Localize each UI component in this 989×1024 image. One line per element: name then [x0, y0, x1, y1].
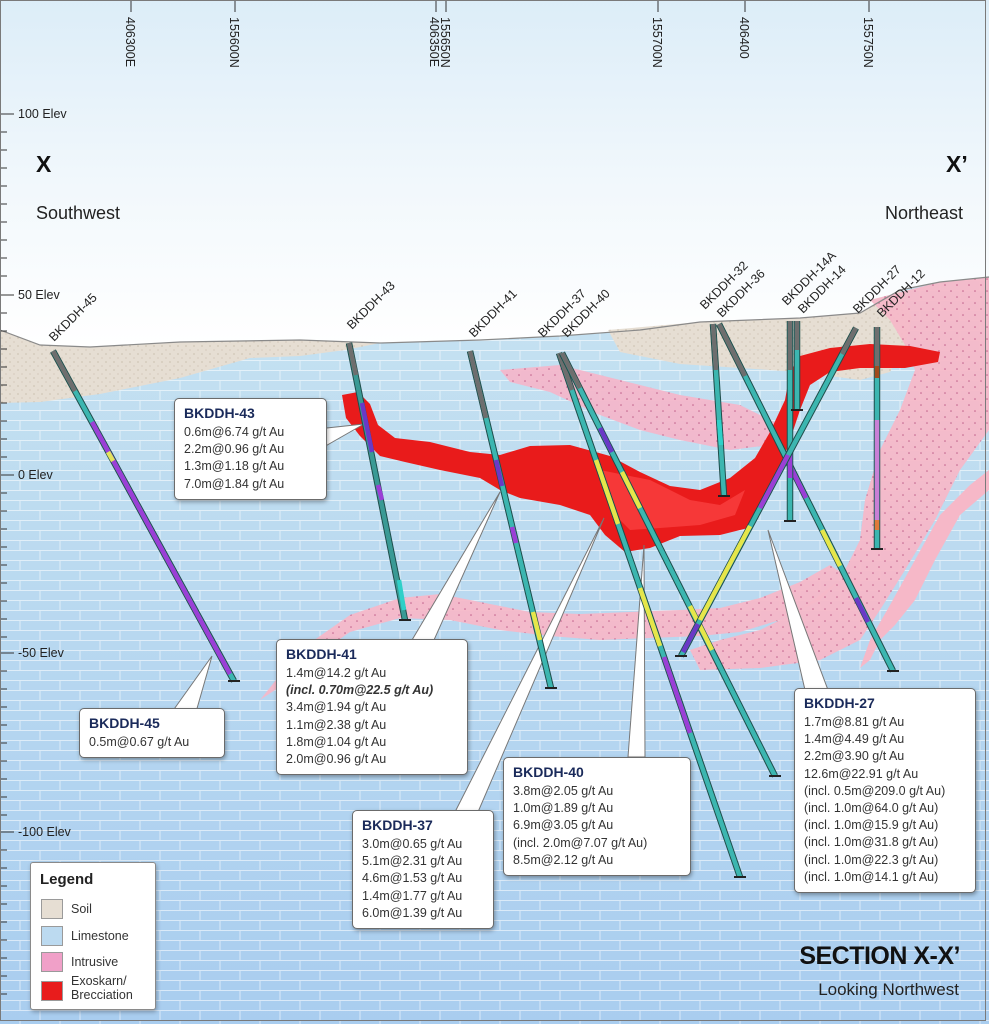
elevation-ruler	[0, 113, 14, 995]
assay-line: 1.4m@4.49 g/t Au	[804, 732, 905, 747]
elevation-label-50: 50 Elev	[18, 288, 60, 302]
legend-label: Intrusive	[71, 955, 119, 969]
drill-hole-bkddh-36	[716, 322, 899, 673]
legend-item-intrusive: Intrusive	[41, 952, 153, 974]
assay-line: 1.0m@1.89 g/t Au	[513, 801, 614, 816]
drill-hole-bkddh-32	[709, 323, 730, 497]
callout-bkddh-43: BKDDH-43 0.6m@6.74 g/t Au 2.2m@0.96 g/t …	[174, 398, 327, 500]
legend-item-soil: Soil	[41, 899, 153, 921]
assay-line: 12.6m@22.91 g/t Au	[804, 766, 919, 781]
exoskarn-highlight	[600, 470, 745, 530]
assay-line: 7.0m@1.84 g/t Au	[184, 476, 285, 491]
drill-hole-bkddh-45	[50, 349, 240, 683]
grid-label-155750n: 155750N	[861, 17, 875, 68]
callout-title: BKDDH-40	[513, 764, 584, 780]
drill-hole-bkddh-12	[871, 327, 883, 550]
grid-label-155700n: 155700N	[650, 17, 664, 68]
assay-line: (incl. 1.0m@22.3 g/t Au)	[804, 852, 939, 867]
legend-title: Legend	[40, 871, 94, 888]
grid-label-406350e: 406350E	[427, 17, 441, 67]
assay-line: 1.4m@1.77 g/t Au	[362, 888, 463, 903]
southwest-label: Southwest	[36, 203, 120, 223]
callout-bkddh-27: BKDDH-27 1.7m@8.81 g/t Au 1.4m@4.49 g/t …	[794, 688, 976, 894]
assay-line: 1.8m@1.04 g/t Au	[286, 734, 387, 749]
assay-line: 1.7m@8.81 g/t Au	[804, 715, 905, 729]
assay-line: 0.5m@0.67 g/t Au	[89, 735, 190, 749]
soil-texture	[0, 330, 380, 403]
grid-ticks	[130, 0, 870, 12]
drill-hole-bkddh-37	[555, 351, 746, 879]
callout-bkddh-40: BKDDH-40 3.8m@2.05 g/t Au 1.0m@1.89 g/t …	[503, 757, 691, 877]
callout-bkddh-37: BKDDH-37 3.0m@0.65 g/t Au 5.1m@2.31 g/t …	[352, 810, 494, 930]
grid-label-155600n: 155600N	[227, 17, 241, 68]
grid-label-406300e: 406300E	[123, 17, 137, 67]
assay-line: (incl. 2.0m@7.07 g/t Au)	[513, 835, 648, 850]
callout-title: BKDDH-41	[286, 646, 357, 662]
assay-line: (incl. 1.0m@14.1 g/t Au)	[804, 869, 939, 884]
drill-hole-bkddh-14	[791, 321, 803, 411]
assay-line: 6.9m@3.05 g/t Au	[513, 818, 614, 833]
exoskarn-swatch	[41, 981, 63, 1001]
assay-line: (incl. 0.5m@209.0 g/t Au)	[804, 783, 946, 798]
legend: Legend Soil Limestone Intrusive Exoskarn…	[30, 862, 156, 1010]
legend-item-limestone: Limestone	[41, 926, 153, 948]
elevation-label-minus-50: -50 Elev	[18, 646, 65, 660]
assay-line: 8.5m@2.12 g/t Au	[513, 852, 614, 867]
legend-label: Exoskarn/ Brecciation	[71, 974, 133, 1002]
limestone-swatch	[41, 926, 63, 946]
assay-line: 2.2m@3.90 g/t Au	[804, 749, 905, 764]
assay-line: (incl. 1.0m@15.9 g/t Au)	[804, 818, 939, 833]
soil-swatch	[41, 899, 63, 919]
elevation-labels: 100 Elev 50 Elev 0 Elev -50 Elev -100 El…	[18, 107, 72, 839]
grid-labels: 406300E 155600N 406350E 155650N 155700N …	[123, 17, 875, 68]
sky	[0, 0, 989, 345]
assay-line: 1.4m@14.2 g/t Au	[286, 666, 387, 680]
callout-bkddh-41: BKDDH-41 1.4m@14.2 g/t Au (incl. 0.70m@2…	[276, 639, 468, 776]
assay-line: 2.2m@0.96 g/t Au	[184, 442, 285, 457]
drill-hole-bkddh-43	[345, 342, 411, 621]
assay-line-highlight: (incl. 0.70m@22.5 g/t Au)	[286, 683, 434, 698]
callout-title: BKDDH-43	[184, 405, 255, 421]
assay-line: 3.4m@1.94 g/t Au	[286, 700, 387, 715]
elevation-label-100: 100 Elev	[18, 107, 67, 121]
intrusive-swatch	[41, 952, 63, 972]
callout-title: BKDDH-27	[804, 695, 875, 711]
assay-line: 1.3m@1.18 g/t Au	[184, 459, 285, 474]
assay-line: 6.0m@1.39 g/t Au	[362, 905, 463, 920]
assay-line: (incl. 1.0m@64.0 g/t Au)	[804, 801, 939, 816]
drill-hole-bkddh-40	[559, 351, 781, 778]
assay-line: (incl. 1.0m@31.8 g/t Au)	[804, 835, 939, 850]
callout-title: BKDDH-45	[89, 715, 160, 731]
assay-line: 3.0m@0.65 g/t Au	[362, 837, 463, 851]
assay-line: 1.1m@2.38 g/t Au	[286, 717, 387, 732]
elevation-label-0: 0 Elev	[18, 468, 53, 482]
grid-label-406400: 406400	[737, 17, 751, 59]
section-end-label: X’	[946, 151, 968, 177]
assay-line: 5.1m@2.31 g/t Au	[362, 854, 463, 869]
section-start-label: X	[36, 151, 52, 177]
assay-line: 0.6m@6.74 g/t Au	[184, 425, 285, 439]
assay-line: 3.8m@2.05 g/t Au	[513, 784, 614, 798]
elevation-label-minus-100: -100 Elev	[18, 825, 72, 839]
callout-title: BKDDH-37	[362, 817, 433, 833]
section-title: SECTION X-X’	[799, 942, 960, 970]
drill-hole-bkddh-27	[675, 326, 859, 658]
ground-surface	[0, 276, 989, 348]
legend-label: Soil	[71, 902, 92, 916]
grid-label-155650n: 155650N	[438, 17, 452, 68]
drill-hole-bkddh-41	[466, 350, 557, 689]
assay-line: 4.6m@1.53 g/t Au	[362, 871, 463, 886]
drill-holes	[50, 321, 899, 879]
assay-line: 2.0m@0.96 g/t Au	[286, 752, 387, 767]
section-subtitle: Looking Northwest	[818, 980, 959, 999]
callout-bkddh-45: BKDDH-45 0.5m@0.67 g/t Au	[79, 708, 225, 759]
legend-label: Limestone	[71, 929, 129, 943]
northeast-label: Northeast	[885, 203, 963, 223]
legend-item-exoskarn: Exoskarn/ Brecciation	[41, 974, 153, 1002]
